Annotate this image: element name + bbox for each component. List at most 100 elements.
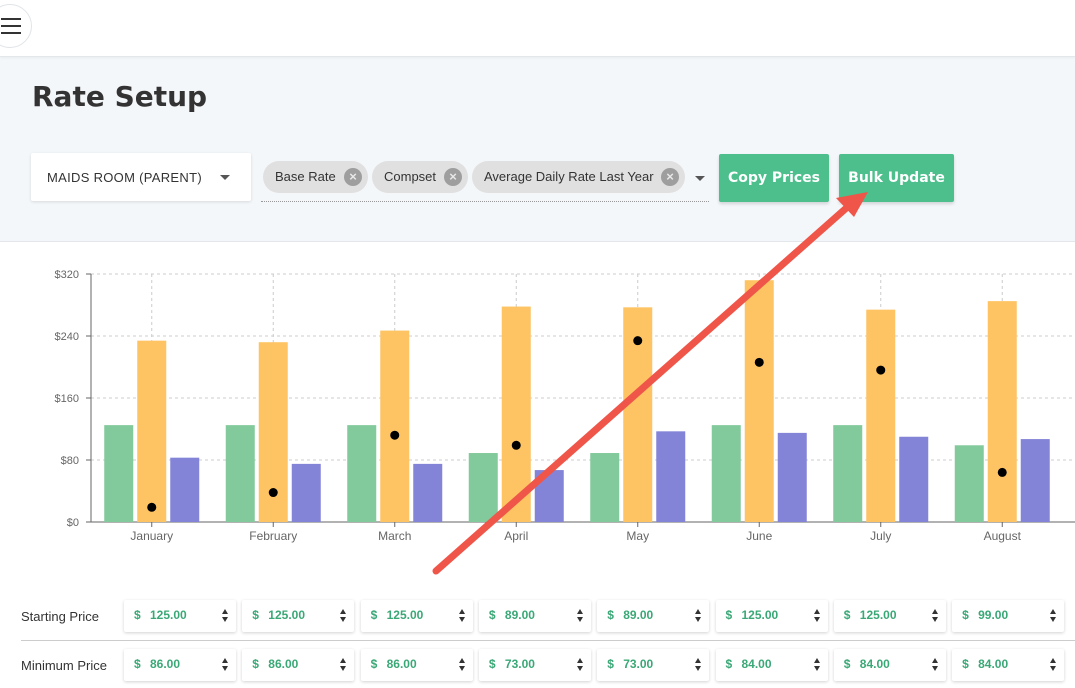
data-point (754, 357, 764, 367)
chip-label: Compset (384, 169, 437, 184)
bar-compset (744, 280, 774, 522)
stepper-icon[interactable] (458, 658, 465, 672)
room-type-select[interactable]: MAIDS ROOM (PARENT) (31, 153, 251, 201)
chevron-down-icon (220, 175, 230, 180)
stepper-icon[interactable] (1050, 609, 1057, 623)
x-tick-label: January (130, 529, 173, 543)
bar-adr-last-year (777, 432, 807, 522)
minimum-price-input[interactable]: $84.00 (833, 649, 946, 681)
x-tick-label: February (249, 529, 297, 543)
x-tick-label: July (870, 529, 891, 543)
price-value: 89.00 (623, 608, 654, 622)
bar-base-rate (954, 445, 984, 522)
data-point (633, 336, 643, 346)
starting-price-input[interactable]: $125.00 (124, 600, 236, 632)
bar-compset (501, 306, 531, 522)
bar-base-rate (104, 425, 134, 522)
starting-price-input[interactable]: $125.00 (833, 600, 946, 632)
y-tick-label: $0 (67, 517, 79, 529)
close-icon[interactable]: × (444, 168, 462, 186)
stepper-icon[interactable] (1050, 658, 1057, 672)
bar-base-rate (468, 453, 498, 522)
chip-label: Base Rate (275, 169, 336, 184)
stepper-icon[interactable] (222, 609, 228, 623)
data-point (147, 502, 157, 512)
price-value: 73.00 (504, 657, 535, 671)
stepper-icon[interactable] (931, 658, 938, 672)
stepper-icon[interactable] (813, 609, 820, 623)
stepper-icon[interactable] (340, 658, 347, 672)
chip-compset: Compset × (372, 161, 468, 193)
series-multiselect[interactable]: Base Rate × Compset × Average Daily Rate… (261, 157, 709, 202)
x-tick-label: March (378, 529, 411, 543)
price-value: 99.00 (978, 608, 1009, 622)
bar-compset (866, 309, 896, 522)
stepper-icon[interactable] (576, 609, 583, 623)
bar-adr-last-year (656, 431, 686, 522)
minimum-price-input[interactable]: $86.00 (242, 649, 355, 681)
data-point (268, 488, 278, 498)
close-icon[interactable]: × (344, 168, 362, 186)
bar-adr-last-year (1020, 439, 1050, 522)
currency-symbol: $ (725, 657, 733, 671)
bar-adr-last-year (291, 463, 321, 522)
y-tick-label: $240 (55, 331, 79, 343)
currency-symbol: $ (252, 608, 259, 622)
currency-symbol: $ (370, 657, 378, 671)
top-bar (0, 0, 1075, 57)
close-icon[interactable]: × (661, 168, 679, 186)
stepper-icon[interactable] (813, 658, 820, 672)
y-tick-label: $320 (55, 269, 79, 281)
bar-adr-last-year (413, 463, 443, 522)
price-value: 89.00 (504, 608, 535, 622)
bar-compset (380, 330, 410, 522)
price-value: 125.00 (741, 608, 779, 622)
stepper-icon[interactable] (340, 609, 347, 623)
bar-base-rate (590, 453, 620, 522)
stepper-icon[interactable] (458, 609, 465, 623)
x-tick-label: June (746, 529, 772, 543)
minimum-price-input[interactable]: $84.00 (715, 649, 828, 681)
stepper-icon[interactable] (695, 658, 702, 672)
currency-symbol: $ (725, 608, 733, 622)
currency-symbol: $ (962, 608, 969, 622)
data-point (390, 430, 400, 440)
currency-symbol: $ (252, 657, 259, 671)
starting-price-input[interactable]: $125.00 (715, 600, 828, 632)
minimum-price-input[interactable]: $84.00 (952, 649, 1065, 681)
currency-symbol: $ (843, 608, 851, 622)
stepper-icon[interactable] (695, 609, 702, 623)
starting-price-input[interactable]: $89.00 (478, 600, 591, 632)
hamburger-menu-icon[interactable] (0, 4, 32, 48)
bulk-update-button[interactable]: Bulk Update (839, 154, 954, 202)
currency-symbol: $ (488, 657, 496, 671)
price-value: 86.00 (386, 657, 417, 671)
minimum-price-input[interactable]: $73.00 (597, 649, 710, 681)
stepper-icon[interactable] (931, 609, 938, 623)
chip-base-rate: Base Rate × (263, 161, 368, 193)
stepper-icon[interactable] (576, 658, 583, 672)
y-tick-label: $80 (61, 455, 79, 467)
currency-symbol: $ (843, 657, 851, 671)
currency-symbol: $ (607, 657, 614, 671)
price-value: 125.00 (268, 608, 305, 622)
minimum-price-input[interactable]: $73.00 (478, 649, 591, 681)
copy-prices-button[interactable]: Copy Prices (719, 154, 829, 202)
price-value: 125.00 (150, 608, 187, 622)
rate-chart: $0 $80 $160 $240 $320 January February March Apr… (55, 269, 1075, 543)
stepper-icon[interactable] (222, 658, 228, 672)
row-divider (21, 640, 1075, 641)
starting-price-input[interactable]: $99.00 (952, 600, 1065, 632)
starting-price-input[interactable]: $125.00 (242, 600, 355, 632)
bar-compset (987, 301, 1017, 522)
data-point (876, 365, 886, 375)
starting-price-input[interactable]: $89.00 (597, 600, 710, 632)
minimum-price-input[interactable]: $86.00 (124, 649, 236, 681)
y-tick-label: $160 (55, 393, 79, 405)
currency-symbol: $ (370, 608, 378, 622)
chip-label: Average Daily Rate Last Year (484, 169, 654, 184)
chevron-down-icon[interactable] (695, 176, 705, 181)
minimum-price-input[interactable]: $86.00 (360, 649, 473, 681)
data-point (997, 467, 1007, 477)
starting-price-input[interactable]: $125.00 (360, 600, 473, 632)
